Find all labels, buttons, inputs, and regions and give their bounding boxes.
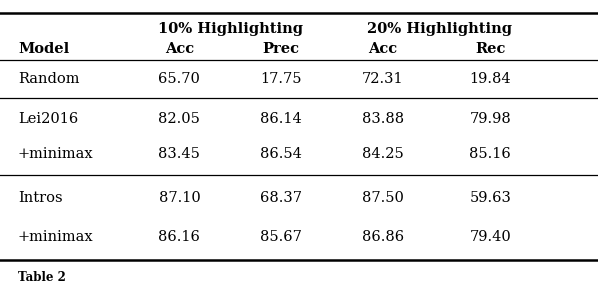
Text: Model: Model [18,41,69,56]
Text: Acc: Acc [165,41,194,56]
Text: Table 2: Table 2 [18,271,66,284]
Text: 79.98: 79.98 [469,112,511,126]
Text: Lei2016: Lei2016 [18,112,78,126]
Text: 83.45: 83.45 [158,147,200,161]
Text: Intros: Intros [18,191,63,205]
Text: +minimax: +minimax [18,147,93,161]
Text: Rec: Rec [475,41,505,56]
Text: 20% Highlighting: 20% Highlighting [367,22,512,36]
Text: 86.14: 86.14 [260,112,302,126]
Text: 86.86: 86.86 [362,230,404,244]
Text: 79.40: 79.40 [469,230,511,244]
Text: 86.54: 86.54 [260,147,302,161]
Text: Acc: Acc [368,41,397,56]
Text: Prec: Prec [263,41,300,56]
Text: 68.37: 68.37 [260,191,302,205]
Text: 72.31: 72.31 [362,72,404,86]
Text: 85.16: 85.16 [469,147,511,161]
Text: 85.67: 85.67 [260,230,302,244]
Text: 65.70: 65.70 [158,72,200,86]
Text: 83.88: 83.88 [362,112,404,126]
Text: 17.75: 17.75 [260,72,302,86]
Text: 59.63: 59.63 [469,191,511,205]
Text: 82.05: 82.05 [158,112,200,126]
Text: Random: Random [18,72,80,86]
Text: 19.84: 19.84 [469,72,511,86]
Text: 87.50: 87.50 [362,191,404,205]
Text: 10% Highlighting: 10% Highlighting [158,22,303,36]
Text: +minimax: +minimax [18,230,93,244]
Text: 84.25: 84.25 [362,147,404,161]
Text: 86.16: 86.16 [158,230,200,244]
Text: 87.10: 87.10 [158,191,200,205]
